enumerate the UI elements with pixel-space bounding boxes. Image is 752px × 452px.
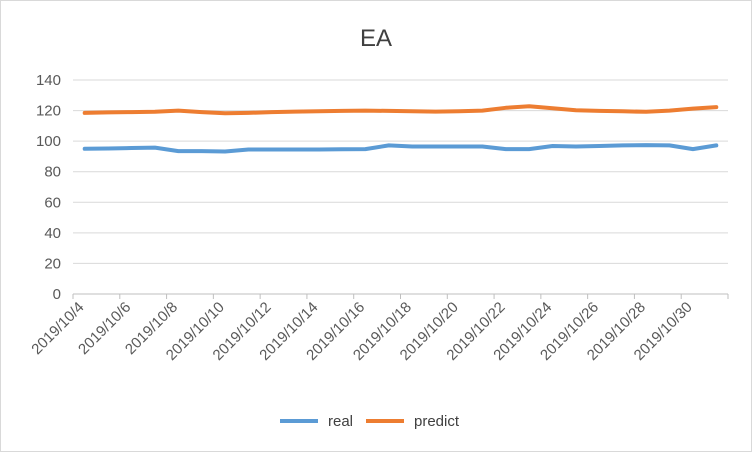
series-lines — [82, 104, 719, 154]
x-axis: 2019/10/42019/10/62019/10/82019/10/10201… — [28, 293, 729, 364]
y-tick-label: 140 — [36, 72, 61, 89]
series-line-predict — [82, 104, 719, 116]
y-tick-label: 60 — [44, 194, 61, 211]
y-tick-label: 40 — [44, 225, 61, 242]
y-tick-label: 100 — [36, 133, 61, 150]
legend-label-real: real — [328, 413, 353, 430]
chart-title: EA — [360, 25, 392, 52]
legend-label-predict: predict — [414, 413, 460, 430]
series-line-real — [82, 143, 719, 154]
gridlines — [73, 79, 728, 264]
y-tick-label: 0 — [53, 286, 61, 303]
y-tick-label: 20 — [44, 255, 61, 272]
y-tick-label: 80 — [44, 164, 61, 181]
y-axis: 0 20 40 60 80 100 120 140 — [36, 72, 61, 303]
legend: real predict — [280, 413, 460, 430]
y-tick-label: 120 — [36, 103, 61, 120]
